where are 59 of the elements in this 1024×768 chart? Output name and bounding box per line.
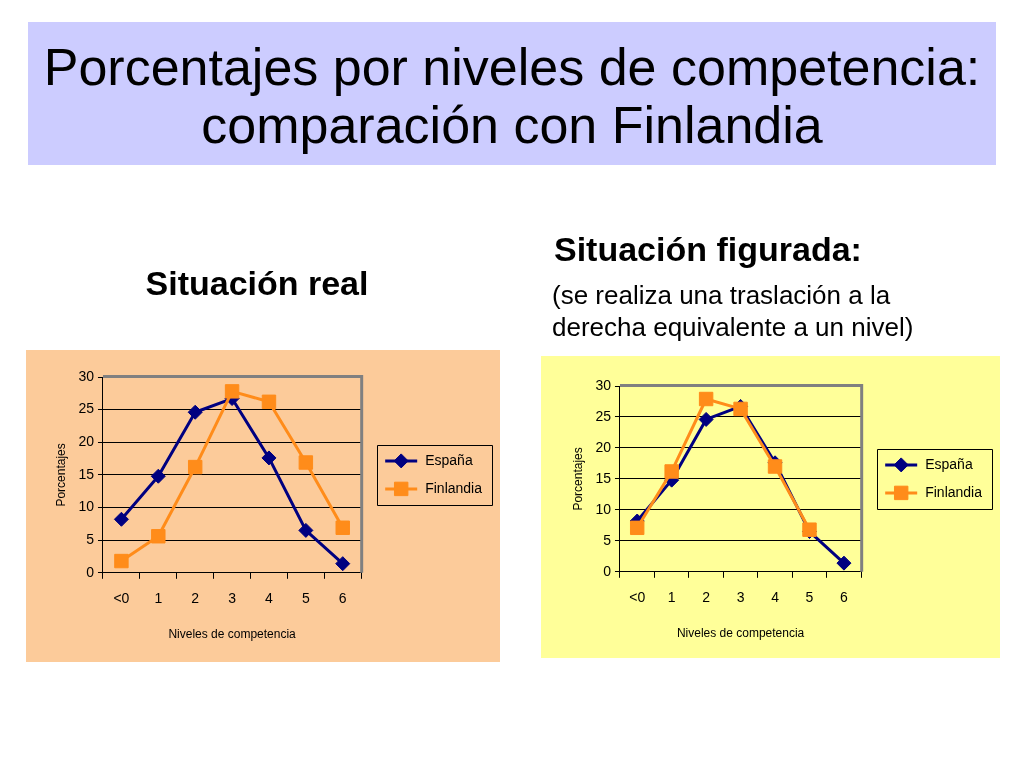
y-tick-label: 25: [595, 407, 612, 424]
point: [335, 520, 350, 535]
x-tick-label: <0: [113, 590, 130, 607]
y-tick-label: 15: [78, 465, 95, 482]
x-axis-title: Niveles de competencia: [168, 627, 297, 642]
legend-label: Finlandia: [425, 479, 483, 496]
y-axis-title: Porcentajes: [570, 447, 585, 511]
x-tick-label: 6: [840, 589, 849, 606]
point: [664, 464, 679, 479]
point: [335, 556, 351, 572]
y-tick-label: 30: [78, 367, 95, 384]
legend-label: Finlandia: [925, 483, 983, 500]
x-tick-label: 3: [736, 589, 745, 606]
x-tick-label: 5: [805, 589, 814, 606]
point: [224, 384, 240, 399]
y-tick-label: 5: [86, 531, 95, 548]
y-tick-label: 25: [78, 400, 95, 417]
x-tick-label: 4: [771, 589, 780, 606]
point: [187, 404, 203, 420]
x-tick-label: 6: [338, 590, 347, 607]
chart-title: Situación figurada:: [554, 230, 862, 268]
x-tick-label: 1: [154, 590, 163, 607]
x-tick-label: <0: [629, 589, 646, 606]
point: [698, 411, 714, 427]
point: [261, 450, 277, 466]
y-axis-title: Porcentajes: [53, 443, 68, 507]
y-tick-label: 20: [595, 438, 612, 455]
x-tick-label: 2: [702, 589, 711, 606]
y-tick-label: 20: [78, 433, 95, 450]
x-tick-label: 2: [191, 590, 200, 607]
chart-subtitle: Situación real: [144, 264, 370, 302]
legend-label: España: [425, 451, 473, 468]
y-tick-label: 0: [86, 563, 95, 580]
point: [113, 511, 129, 527]
y-tick-label: 10: [78, 498, 95, 515]
chart-subtitle: (se realiza una traslación a la derecha equivalente a un nivel): [552, 279, 915, 343]
y-tick-label: 10: [595, 500, 612, 517]
x-axis-title: Niveles de competencia: [676, 626, 805, 641]
point: [150, 468, 166, 484]
text: Porcentajes por niveles de competencia: comparación con Finlandia: [28, 22, 996, 165]
point: [298, 455, 314, 470]
x-tick-label: 5: [301, 590, 310, 607]
y-tick-label: 5: [603, 531, 612, 548]
point: [114, 553, 129, 569]
point: [836, 555, 852, 571]
point: [151, 529, 166, 544]
x-tick-label: 3: [228, 590, 237, 607]
point: [261, 394, 277, 410]
point: [298, 522, 314, 538]
legend-label: España: [925, 455, 973, 472]
point: [187, 459, 203, 475]
y-tick-label: 30: [595, 376, 612, 393]
x-tick-label: 1: [667, 589, 676, 606]
y-tick-label: 15: [595, 469, 612, 486]
y-tick-label: 0: [603, 562, 612, 579]
point: [629, 520, 645, 536]
x-tick-label: 4: [265, 590, 274, 607]
point: [767, 459, 783, 474]
point: [698, 391, 714, 407]
